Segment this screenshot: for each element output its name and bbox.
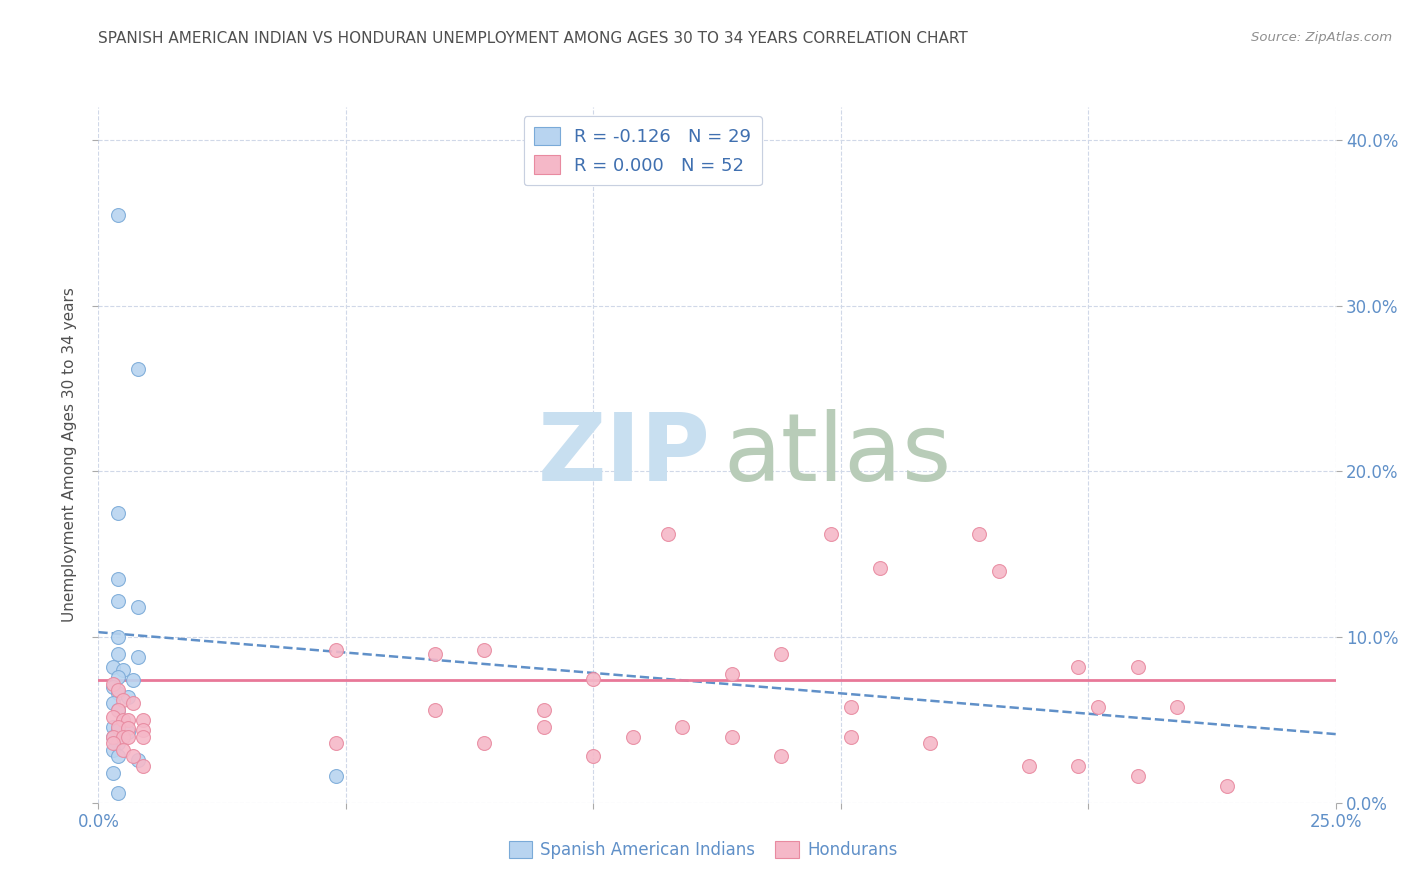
Point [770, 749, 793, 764]
Point [107, 506, 129, 520]
Y-axis label: Unemployment Among Ages 30 to 34 years: Unemployment Among Ages 30 to 34 years [62, 287, 77, 623]
Point [103, 709, 125, 723]
Text: atlas: atlas [723, 409, 952, 501]
Point [423, 703, 446, 717]
Point [325, 769, 347, 783]
Point [721, 666, 744, 681]
Point [1018, 759, 1040, 773]
Point [1067, 759, 1090, 773]
Text: Source: ZipAtlas.com: Source: ZipAtlas.com [1251, 31, 1392, 45]
Point [988, 564, 1011, 578]
Point [107, 703, 129, 717]
Point [103, 720, 125, 734]
Point [1166, 699, 1188, 714]
Point [582, 749, 605, 764]
Point [533, 703, 555, 717]
Point [112, 693, 135, 707]
Point [117, 713, 139, 727]
Point [107, 720, 129, 734]
Point [103, 743, 125, 757]
Point [117, 721, 139, 735]
Point [132, 723, 155, 737]
Point [107, 683, 129, 698]
Point [107, 670, 129, 684]
Point [107, 749, 129, 764]
Text: ZIP: ZIP [538, 409, 711, 501]
Point [1087, 699, 1109, 714]
Point [325, 643, 347, 657]
Point [423, 647, 446, 661]
Point [132, 730, 155, 744]
Point [127, 753, 149, 767]
Point [721, 730, 744, 744]
Point [122, 697, 145, 711]
Point [107, 593, 129, 607]
Point [112, 663, 135, 677]
Point [969, 527, 991, 541]
Point [820, 527, 842, 541]
Point [103, 730, 125, 744]
Point [107, 572, 129, 586]
Point [103, 730, 125, 744]
Point [112, 713, 135, 727]
Point [132, 713, 155, 727]
Point [107, 786, 129, 800]
Point [107, 686, 129, 700]
Point [474, 736, 496, 750]
Legend: R = -0.126   N = 29, R = 0.000   N = 52: R = -0.126 N = 29, R = 0.000 N = 52 [523, 116, 762, 186]
Point [671, 720, 693, 734]
Point [103, 736, 125, 750]
Point [621, 730, 644, 744]
Point [112, 743, 135, 757]
Legend: Spanish American Indians, Hondurans: Spanish American Indians, Hondurans [502, 834, 904, 866]
Point [127, 600, 149, 615]
Point [103, 680, 125, 694]
Point [127, 650, 149, 665]
Point [132, 759, 155, 773]
Point [918, 736, 941, 750]
Point [107, 703, 129, 717]
Point [103, 660, 125, 674]
Point [474, 643, 496, 657]
Point [582, 672, 605, 686]
Point [107, 736, 129, 750]
Point [839, 699, 862, 714]
Point [325, 736, 347, 750]
Point [1126, 769, 1149, 783]
Point [107, 630, 129, 644]
Point [107, 208, 129, 222]
Point [869, 560, 891, 574]
Point [107, 723, 129, 737]
Point [839, 730, 862, 744]
Point [117, 690, 139, 704]
Point [103, 676, 125, 690]
Point [770, 647, 793, 661]
Point [1216, 779, 1239, 793]
Point [103, 697, 125, 711]
Point [122, 749, 145, 764]
Point [127, 361, 149, 376]
Text: SPANISH AMERICAN INDIAN VS HONDURAN UNEMPLOYMENT AMONG AGES 30 TO 34 YEARS CORRE: SPANISH AMERICAN INDIAN VS HONDURAN UNEM… [98, 31, 969, 46]
Point [657, 527, 679, 541]
Point [112, 730, 135, 744]
Point [1126, 660, 1149, 674]
Point [1067, 660, 1090, 674]
Point [107, 647, 129, 661]
Point [103, 766, 125, 780]
Point [117, 730, 139, 744]
Point [533, 720, 555, 734]
Point [117, 724, 139, 739]
Point [122, 673, 145, 688]
